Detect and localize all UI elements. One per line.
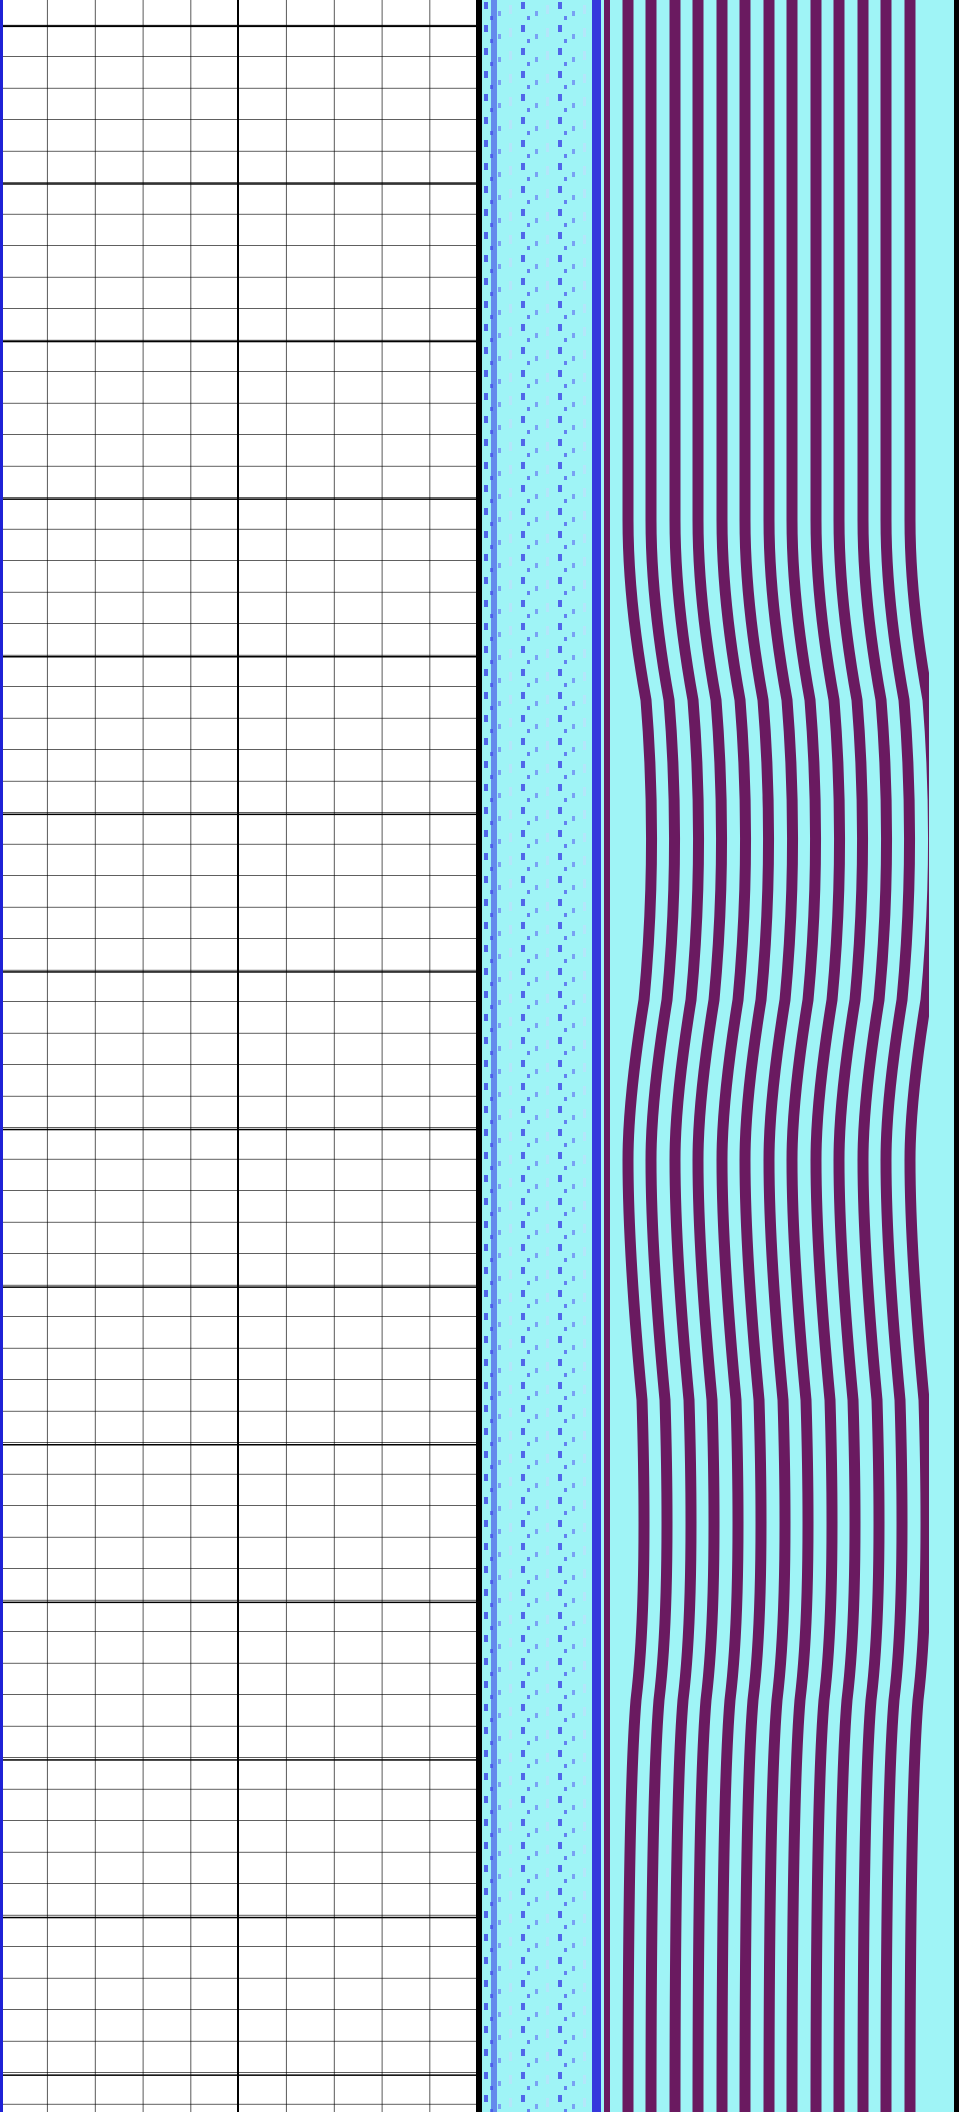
fringe-image (478, 0, 959, 2112)
grid-panel (0, 0, 478, 2112)
